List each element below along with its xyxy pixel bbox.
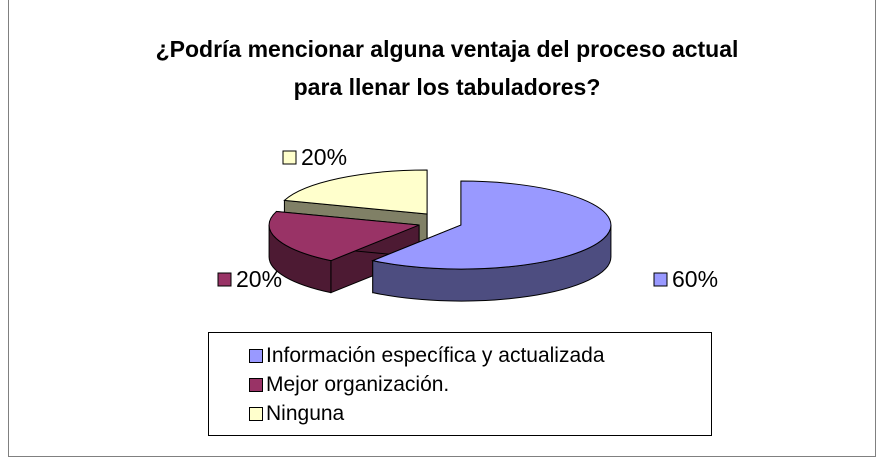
pie-slice (371, 180, 612, 302)
legend-swatch (249, 377, 263, 392)
label-swatch (282, 150, 297, 165)
legend: Información específica y actualizada Mejo… (208, 332, 712, 436)
legend-item: Mejor organización. (249, 370, 711, 399)
slice-top (283, 169, 428, 215)
legend-swatch (249, 406, 263, 421)
chart-title: ¿Podría mencionar alguna ventaja del pro… (155, 36, 739, 100)
legend-item: Información específica y actualizada (249, 341, 711, 370)
legend-item: Ninguna (249, 399, 711, 428)
data-label: 20% (236, 266, 282, 292)
label-swatch (653, 272, 668, 287)
slice-top (371, 180, 612, 270)
data-label: 20% (301, 144, 347, 170)
data-label: 60% (672, 266, 718, 292)
chart-border (8, 0, 876, 457)
pie-slice (268, 210, 420, 294)
legend-label: Ninguna (266, 402, 345, 425)
legend-label: Mejor organización. (266, 373, 450, 396)
legend-label: Información específica y actualizada (266, 344, 605, 367)
label-swatch (217, 272, 232, 287)
legend-swatch (249, 348, 263, 363)
slice-top (268, 210, 420, 262)
